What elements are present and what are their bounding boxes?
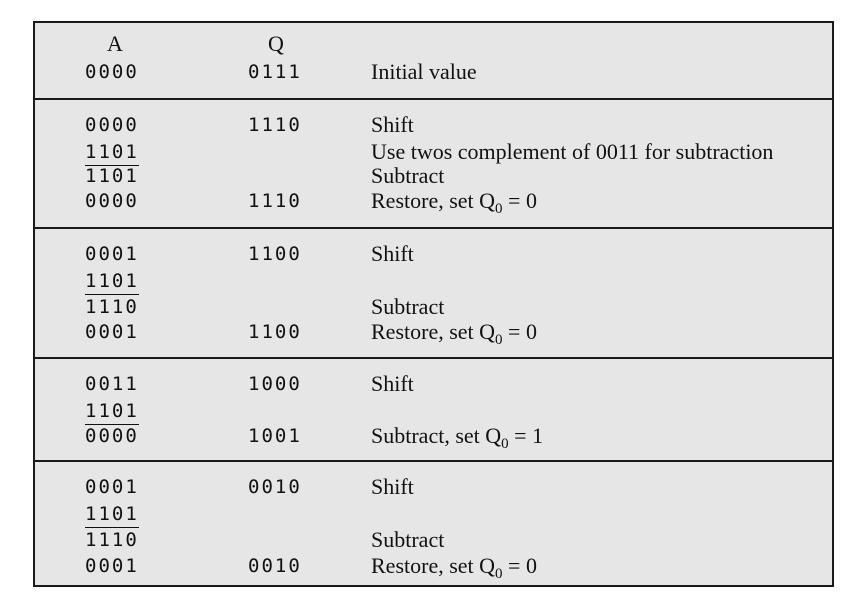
table-row: 1101 [35,502,832,528]
step-description: Restore, set Q0 = 0 [371,319,537,353]
table-row: 0000 1001 Subtract, set Q0 = 1 [35,423,832,452]
step-description-text: Restore, set Q [371,553,496,578]
step-description: Restore, set Q0 = 0 [371,553,537,587]
step-description: Shift [371,241,414,267]
step-description-tail: = 0 [502,188,537,213]
step-description: Initial value [371,59,477,85]
step-description-tail: = 0 [502,319,537,344]
table-row: 1101 Subtract [35,163,832,190]
register-a-value: 0000 [85,61,139,83]
table-row: 0000 1110 Shift [35,112,832,139]
register-q-value: 1110 [248,114,302,136]
step-group: 0011 1000 Shift 1101 0000 1001 Subtract, set Q… [35,357,832,462]
register-a-value: 0011 [85,373,139,395]
step-description-text: Shift [371,241,414,266]
step-description: Subtract [371,294,444,320]
subscript: 0 [501,436,509,452]
register-a-value: 0000 [85,425,139,447]
step-description-text: Subtract, set Q [371,423,502,448]
table-row: 0001 1100 Shift [35,241,832,268]
register-a-value: 1110 [85,296,139,318]
table-row: 0001 0010 Restore, set Q0 = 0 [35,553,832,582]
table-row: 0000 1110 Restore, set Q0 = 0 [35,188,832,217]
register-a-value: 1101 [85,399,139,425]
step-description-tail: = 1 [508,423,544,448]
register-q-value: 0111 [248,61,302,83]
step-description-text: Restore, set Q [371,188,496,213]
register-q-value: 0010 [248,555,302,577]
step-description: Shift [371,474,414,500]
register-a-value: 1101 [85,140,139,166]
register-a-value: 0001 [85,555,139,577]
step-group: 0000 0111 Initial value [35,23,832,98]
step-description-text: Restore, set Q [371,319,496,344]
column-header-a: A [107,31,123,56]
step-description-text: Subtract [371,294,445,319]
step-description-text: Shift [371,474,414,499]
table-row: 0011 1000 Shift [35,371,832,398]
table-row: 0000 0111 Initial value [35,59,832,86]
step-description-text: Subtract [371,527,445,552]
register-a-value: 1101 [85,165,139,187]
table-row: 1101 Use twos complement of 0011 for subt… [35,139,832,166]
column-header-q: Q [268,31,284,56]
step-description: Subtract [371,527,444,553]
register-q-value: 1000 [248,373,302,395]
division-steps-table: A Q 0000 0111 Initial value 0000 1110 Shift 11… [33,21,834,587]
step-description-text: Initial value [371,59,477,84]
step-description-text: Use twos complement of 0011 for subtract… [371,139,774,164]
register-q-value: 1100 [248,243,302,265]
step-group: 0000 1110 Shift 1101 Use twos complement of … [35,98,832,229]
table-row: 1110 Subtract [35,294,832,321]
table-row: 1110 Subtract [35,527,832,554]
table-row: 1101 [35,399,832,425]
register-a-value: 0001 [85,476,139,498]
step-group: 0001 1100 Shift 1101 1110 Subtract 0001 1100 Res… [35,227,832,359]
table-row: 0001 1100 Restore, set Q0 = 0 [35,319,832,348]
step-description-text: Shift [371,112,414,137]
subscript: 0 [495,332,503,348]
step-description: Subtract [371,163,444,189]
subscript: 0 [495,566,503,582]
table-row: 1101 [35,269,832,295]
step-description-tail: = 0 [502,553,537,578]
register-q-value: 1100 [248,321,302,343]
step-description: Subtract, set Q0 = 1 [371,423,543,457]
step-description: Shift [371,112,414,138]
table-row: 0001 0010 Shift [35,474,832,501]
step-description-text: Subtract [371,163,445,188]
step-description: Restore, set Q0 = 0 [371,188,537,222]
register-q-value: 1001 [248,425,302,447]
register-q-value: 1110 [248,190,302,212]
register-a-value: 0000 [85,190,139,212]
step-description-text: Shift [371,371,414,396]
register-a-value: 0001 [85,321,139,343]
register-a-value: 1110 [85,529,139,551]
step-group: 0001 0010 Shift 1101 1110 Subtract 0001 0010 Res… [35,460,832,589]
step-description: Shift [371,371,414,397]
register-q-value: 0010 [248,476,302,498]
register-a-value: 1101 [85,269,139,295]
step-description: Use twos complement of 0011 for subtract… [371,139,773,165]
register-a-value: 1101 [85,502,139,528]
subscript: 0 [495,201,503,217]
register-a-value: 0000 [85,114,139,136]
register-a-value: 0001 [85,243,139,265]
